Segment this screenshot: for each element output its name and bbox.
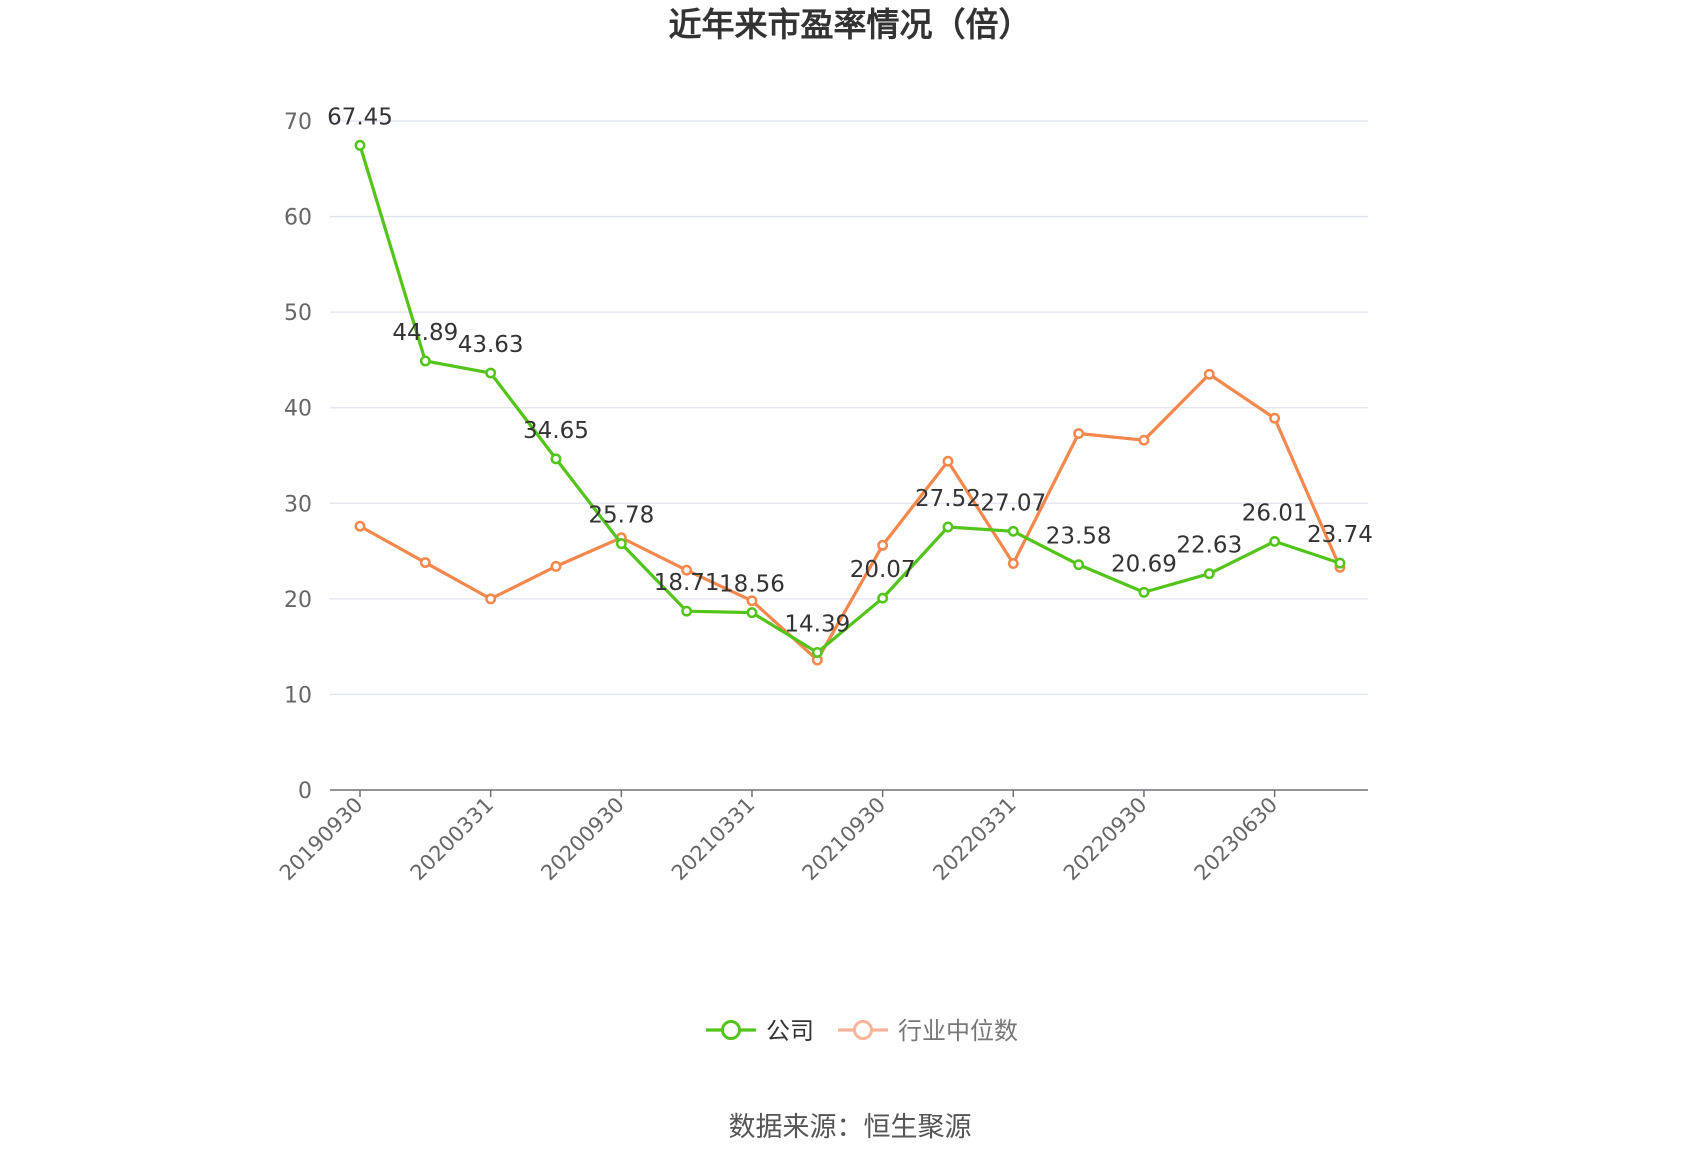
grid-lines <box>330 120 1368 696</box>
data-point-company <box>354 139 366 151</box>
x-tick-label: 20200331 <box>406 793 499 886</box>
data-point-industry-median <box>942 455 954 467</box>
series-layer <box>354 139 1346 666</box>
data-point-industry-median <box>419 557 431 568</box>
data-label: 26.01 <box>1242 500 1308 526</box>
data-point-industry-median <box>877 539 889 551</box>
y-tick-label: 30 <box>284 492 312 517</box>
y-tick-label: 10 <box>284 683 312 708</box>
data-label: 43.63 <box>458 332 524 358</box>
data-point-company <box>550 453 562 465</box>
x-tick-label: 20200930 <box>536 793 629 886</box>
x-tick-label: 20220930 <box>1059 793 1152 886</box>
data-point-company <box>811 647 823 658</box>
data-point-company <box>746 607 758 619</box>
data-point-company <box>1007 525 1019 537</box>
data-label: 23.58 <box>1046 524 1112 550</box>
data-point-industry-median <box>681 564 693 576</box>
y-tick-label: 40 <box>284 397 312 422</box>
data-point-company <box>942 521 954 533</box>
legend-marker-icon <box>853 1020 873 1040</box>
data-point-company <box>615 538 627 550</box>
data-label: 23.74 <box>1307 522 1373 548</box>
legend-item-industry-median[interactable]: 行业中位数 <box>838 1017 1018 1045</box>
data-label: 25.78 <box>588 503 654 529</box>
x-axis: 20190930 20200331 20200930 20210331 20210930… <box>275 789 1368 886</box>
data-point-company <box>1073 559 1085 571</box>
data-point-company <box>1203 568 1215 580</box>
series-line-company <box>358 144 1341 655</box>
chart-title: 近年来市盈率情况（倍） <box>669 5 1032 44</box>
data-labels: 67.45 44.89 43.63 34.65 25.78 18.71 18.56 14.39… <box>327 104 1373 637</box>
data-point-industry-median <box>1138 434 1150 446</box>
data-label: 18.71 <box>654 570 720 596</box>
y-axis: 0 10 20 30 40 50 60 70 <box>284 110 312 804</box>
data-label: 18.56 <box>719 572 785 598</box>
x-tick-label: 20210930 <box>798 793 891 886</box>
y-tick-label: 50 <box>284 301 312 326</box>
data-point-company <box>1269 535 1281 547</box>
legend-item-company[interactable]: 公司 <box>706 1017 814 1045</box>
data-label: 34.65 <box>523 418 589 444</box>
series-line-industry-median <box>359 372 1342 662</box>
data-point-company <box>419 355 431 367</box>
data-point-industry-median <box>1203 368 1215 380</box>
x-tick-label: 20210331 <box>667 793 760 886</box>
data-label: 20.07 <box>850 557 916 583</box>
data-point-company <box>1138 586 1150 598</box>
data-point-industry-median <box>485 593 497 605</box>
x-tick-label: 20230630 <box>1190 793 1283 886</box>
x-tick-label: 20220331 <box>928 793 1021 886</box>
data-point-company <box>485 367 497 379</box>
data-point-company <box>877 592 889 604</box>
legend[interactable]: 公司 行业中位数 <box>706 1017 1018 1045</box>
data-point-industry-median <box>354 520 366 532</box>
y-tick-label: 20 <box>284 588 312 613</box>
legend-marker-icon <box>721 1020 741 1040</box>
data-label: 22.63 <box>1176 533 1242 559</box>
data-point-company <box>1334 557 1346 569</box>
data-label: 44.89 <box>392 320 458 346</box>
data-point-industry-median <box>1073 428 1085 439</box>
data-label: 14.39 <box>784 611 850 637</box>
data-label: 27.52 <box>915 486 981 512</box>
y-tick-label: 60 <box>284 206 312 231</box>
data-point-industry-median <box>1269 412 1281 424</box>
data-point-industry-median <box>746 595 758 607</box>
data-point-industry-median <box>1007 558 1019 569</box>
x-tick-label: 20190930 <box>275 793 368 886</box>
legend-label: 公司 <box>766 1017 814 1045</box>
y-tick-label: 0 <box>298 779 312 804</box>
data-label: 27.07 <box>980 490 1046 516</box>
source-note: 数据来源：恒生聚源 <box>729 1112 972 1143</box>
data-label: 67.45 <box>327 104 393 130</box>
data-point-company <box>681 605 693 617</box>
y-tick-label: 70 <box>284 110 312 135</box>
data-label: 20.69 <box>1111 551 1177 577</box>
legend-label: 行业中位数 <box>898 1017 1018 1045</box>
data-point-industry-median <box>550 560 562 572</box>
